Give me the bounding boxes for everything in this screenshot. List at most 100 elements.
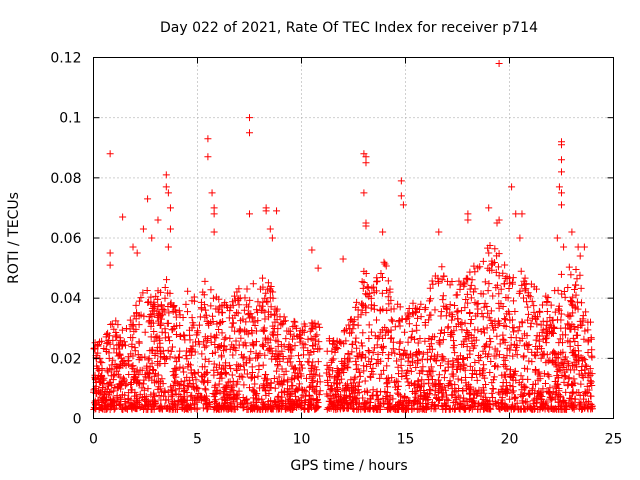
- data-point: [172, 331, 180, 339]
- data-point: [291, 369, 299, 377]
- data-point: [364, 397, 372, 405]
- data-point: [543, 318, 551, 326]
- data-point: [422, 400, 430, 408]
- data-point: [220, 347, 228, 355]
- data-point: [260, 327, 268, 335]
- data-point: [381, 260, 389, 268]
- data-point: [249, 386, 257, 394]
- data-point: [410, 380, 418, 388]
- data-point: [412, 321, 420, 329]
- data-point: [516, 405, 524, 413]
- data-point: [543, 334, 551, 342]
- data-point: [360, 362, 368, 370]
- data-point: [116, 336, 124, 344]
- data-point: [539, 385, 547, 393]
- data-point: [217, 318, 225, 326]
- data-point: [296, 358, 304, 366]
- data-point: [532, 352, 540, 360]
- data-point: [467, 281, 475, 289]
- data-point: [312, 389, 320, 397]
- data-point: [557, 405, 565, 413]
- data-point: [275, 373, 283, 381]
- data-point: [463, 327, 471, 335]
- data-point: [463, 343, 471, 351]
- data-point: [439, 336, 447, 344]
- data-point: [231, 311, 239, 319]
- data-point: [352, 361, 360, 369]
- data-point: [543, 351, 551, 359]
- data-point: [190, 293, 198, 301]
- data-point: [118, 326, 126, 334]
- data-point: [264, 279, 272, 287]
- data-point: [148, 359, 156, 367]
- data-point: [150, 337, 158, 345]
- data-point: [444, 324, 452, 332]
- data-point: [351, 373, 359, 381]
- data-point: [420, 389, 428, 397]
- data-point: [355, 404, 363, 412]
- data-point: [580, 243, 588, 251]
- data-point: [553, 234, 561, 242]
- data-point: [569, 334, 577, 342]
- data-point: [290, 332, 298, 340]
- data-point: [194, 368, 202, 376]
- data-point: [136, 366, 144, 374]
- data-point: [162, 183, 170, 191]
- data-point: [384, 374, 392, 382]
- data-point: [520, 294, 528, 302]
- data-point: [105, 349, 113, 357]
- data-point: [240, 353, 248, 361]
- data-point: [190, 321, 198, 329]
- data-point: [239, 404, 247, 412]
- data-point: [184, 287, 192, 295]
- data-point: [467, 389, 475, 397]
- data-point: [419, 350, 427, 358]
- data-point: [452, 387, 460, 395]
- data-point: [514, 327, 522, 335]
- data-point: [414, 314, 422, 322]
- data-point: [352, 357, 360, 365]
- data-point: [332, 405, 340, 413]
- data-point: [441, 366, 449, 374]
- data-point: [379, 342, 387, 350]
- data-point: [427, 340, 435, 348]
- data-point: [180, 388, 188, 396]
- data-point: [151, 352, 159, 360]
- data-point: [114, 321, 122, 329]
- data-point: [495, 404, 503, 412]
- data-point: [196, 392, 204, 400]
- data-point: [576, 271, 584, 279]
- data-point: [296, 327, 304, 335]
- data-point: [525, 403, 533, 411]
- data-point: [169, 308, 177, 316]
- data-point: [109, 356, 117, 364]
- data-point: [154, 317, 162, 325]
- data-point: [569, 347, 577, 355]
- data-point: [240, 366, 248, 374]
- data-point: [314, 403, 322, 411]
- data-point: [543, 398, 551, 406]
- data-point: [308, 325, 316, 333]
- data-point: [404, 366, 412, 374]
- data-point: [464, 275, 472, 283]
- data-point: [490, 373, 498, 381]
- data-point: [436, 329, 444, 337]
- data-point: [209, 312, 217, 320]
- data-point: [520, 277, 528, 285]
- data-point: [187, 393, 195, 401]
- data-point: [536, 308, 544, 316]
- data-point: [546, 384, 554, 392]
- data-point: [330, 374, 338, 382]
- data-point: [406, 396, 414, 404]
- data-point: [277, 379, 285, 387]
- data-point: [183, 347, 191, 355]
- data-point: [332, 390, 340, 398]
- data-point: [427, 405, 435, 413]
- data-point: [521, 389, 529, 397]
- data-point: [558, 168, 565, 176]
- data-point: [96, 358, 104, 366]
- data-point: [426, 311, 434, 319]
- data-point: [493, 332, 501, 340]
- data-point: [448, 385, 456, 393]
- data-point: [527, 323, 535, 331]
